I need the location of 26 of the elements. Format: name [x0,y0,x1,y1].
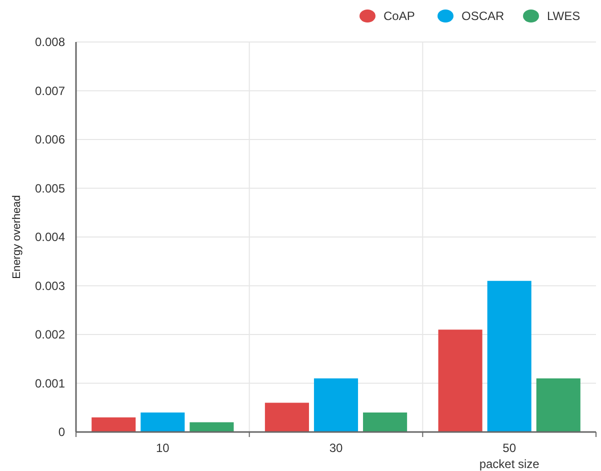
y-axis-title: Energy overhead [11,195,23,279]
bar [140,412,185,432]
y-tick-label: 0.003 [34,278,66,293]
bar [264,402,309,432]
y-tick-label: 0.007 [34,84,66,98]
y-tick-label: 0.005 [34,181,66,196]
bar [92,417,136,432]
x-axis-title: packet size [479,457,540,471]
x-tick-label: 30 [329,441,343,455]
y-tick-label: 0.001 [34,376,66,390]
bar [438,330,482,432]
legend-label: CoAP [384,9,415,24]
y-tick-label: 0.008 [34,35,66,50]
bar [487,280,532,432]
x-tick-label: 50 [502,441,516,455]
y-tick-label: 0 [58,425,66,440]
bar [190,422,234,432]
legend-label: OSCAR [462,9,505,24]
y-tick-label: 0.002 [34,328,66,342]
x-tick-label: 10 [156,441,170,455]
legend-label: LWES [547,9,580,24]
bar [363,412,408,432]
y-tick-label: 0.006 [34,132,66,147]
bar [314,378,358,432]
y-tick-label: 0.004 [34,230,66,244]
bar [536,378,580,432]
